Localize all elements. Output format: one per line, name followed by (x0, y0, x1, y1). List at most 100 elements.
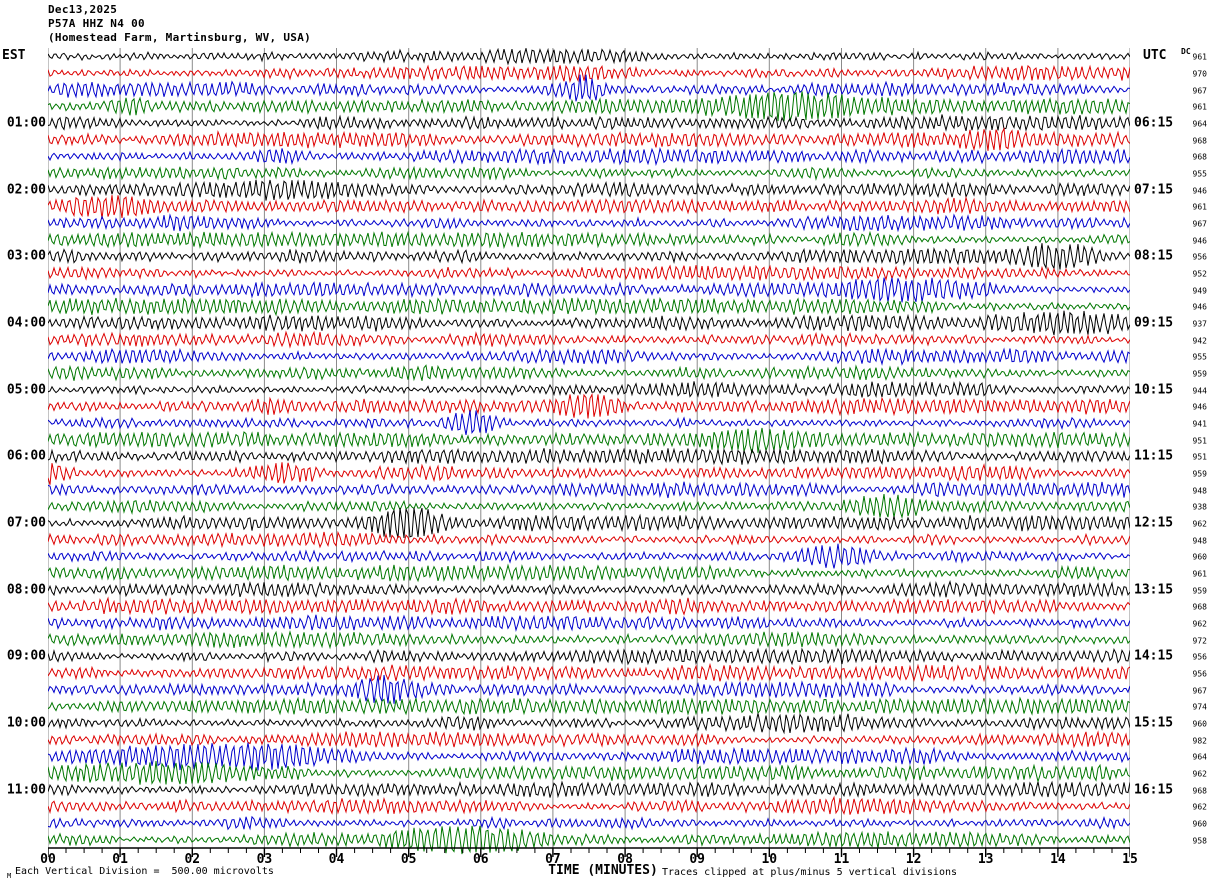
dc-offset-value: 970 (1192, 69, 1207, 79)
est-time-label: 05:00 (6, 382, 46, 398)
dc-offset-value: 962 (1192, 619, 1207, 629)
dc-offset-value: 959 (1192, 369, 1207, 379)
x-axis-tick-label: 11 (833, 852, 850, 867)
utc-time-label: 14:15 (1134, 648, 1174, 664)
seismic-trace-row-34 (48, 596, 1130, 616)
dc-offset-value: 959 (1192, 586, 1207, 596)
x-axis-tick-label: 12 (905, 852, 922, 867)
seismic-trace-row-18 (48, 330, 1130, 349)
x-axis-tick-label: 15 (1122, 852, 1138, 867)
dc-offset-value: 961 (1192, 102, 1207, 112)
dc-offset-value: 938 (1192, 502, 1207, 512)
x-axis-title: TIME (MINUTES) (548, 863, 658, 878)
seismic-trace-row-5 (48, 114, 1130, 132)
x-axis-tick-label: 09 (689, 852, 706, 867)
seismic-trace-row-16 (48, 296, 1130, 317)
est-time-label: 07:00 (6, 515, 46, 531)
x-axis-tick-label: 08 (617, 852, 633, 867)
seismic-trace-row-12 (48, 230, 1130, 250)
seismic-trace-row-47 (48, 815, 1130, 831)
x-axis-tick-label: 14 (1050, 852, 1066, 867)
seismic-trace-row-3 (48, 74, 1130, 102)
seismic-trace-row-6 (48, 126, 1130, 152)
seismic-trace-row-27 (48, 481, 1130, 499)
x-axis-tick-label: 00 (40, 852, 56, 867)
seismic-trace-row-36 (48, 630, 1130, 650)
dc-offset-value: 972 (1192, 636, 1207, 646)
seismic-trace-row-45 (48, 780, 1130, 799)
est-axis-header: EST (2, 48, 26, 63)
x-axis-tick-label: 03 (256, 852, 273, 867)
dc-offset-value: 951 (1192, 452, 1207, 462)
utc-time-label: 15:15 (1134, 715, 1174, 731)
est-time-label: 08:00 (6, 582, 46, 598)
x-axis-tick-label: 01 (112, 852, 128, 867)
utc-time-label: 11:15 (1134, 448, 1174, 464)
dc-offset-value: 982 (1192, 736, 1207, 746)
utc-time-label: 12:15 (1134, 515, 1174, 531)
dc-offset-value: 967 (1192, 686, 1207, 696)
dc-offset-value: 937 (1192, 319, 1207, 329)
plot-title-date: Dec13,2025 (48, 3, 118, 16)
seismic-trace-row-48 (48, 825, 1130, 855)
dc-offset-value: 961 (1192, 569, 1207, 579)
seismic-trace-row-21 (48, 380, 1130, 399)
scale-note: Each Vertical Division = 500.00 microvol… (15, 866, 274, 877)
dc-offset-value: 961 (1192, 52, 1207, 62)
seismic-trace-row-46 (48, 795, 1130, 816)
x-axis-tick-label: 10 (761, 852, 778, 867)
dc-offset-value: 956 (1192, 669, 1207, 679)
x-axis-tick-label: 13 (977, 852, 994, 867)
utc-time-label: 13:15 (1134, 582, 1174, 598)
seismic-trace-row-38 (48, 662, 1130, 683)
seismic-trace-row-44 (48, 761, 1130, 785)
seismic-trace-row-1 (48, 48, 1130, 66)
dc-offset-value: 968 (1192, 152, 1207, 162)
seismic-trace-row-24 (48, 427, 1130, 454)
dc-offset-value: 956 (1192, 652, 1207, 662)
seismic-trace-row-4 (48, 91, 1130, 122)
seismic-trace-row-40 (48, 696, 1130, 716)
seismic-trace-row-43 (48, 742, 1130, 771)
seismic-trace-row-2 (48, 64, 1130, 84)
plot-title-location: (Homestead Farm, Martinsburg, WV, USA) (48, 31, 312, 44)
seismic-trace-row-7 (48, 147, 1130, 167)
dc-offset-value: 968 (1192, 786, 1207, 796)
dc-offset-value: 959 (1192, 469, 1207, 479)
seismic-trace-row-14 (48, 264, 1130, 282)
seismic-trace-row-41 (48, 713, 1130, 735)
seismogram-plot (48, 48, 1130, 857)
utc-axis-header: UTC (1143, 48, 1167, 63)
corner-mark: M (7, 872, 12, 880)
seismic-trace-row-26 (48, 462, 1130, 485)
x-axis-tick-label: 05 (400, 852, 417, 867)
dc-offset-value: 942 (1192, 336, 1207, 346)
est-time-label: 04:00 (6, 315, 46, 331)
dc-offset-value: 948 (1192, 486, 1207, 496)
dc-offset-value: 946 (1192, 302, 1207, 312)
dc-offset-value: 960 (1192, 552, 1207, 562)
x-axis-tick-label: 07 (545, 852, 561, 867)
est-time-label: 02:00 (6, 182, 46, 198)
seismic-trace-row-31 (48, 543, 1130, 569)
dc-offset-value: 960 (1192, 719, 1207, 729)
seismic-trace-row-10 (48, 195, 1130, 219)
dc-offset-value: 946 (1192, 402, 1207, 412)
seismic-trace-row-17 (48, 310, 1130, 336)
dc-offset-value: 941 (1192, 419, 1207, 429)
utc-time-label: 16:15 (1134, 782, 1174, 798)
dc-offset-value: 968 (1192, 602, 1207, 612)
dc-offset-value: 955 (1192, 352, 1207, 362)
seismic-trace-row-8 (48, 165, 1130, 181)
est-time-label: 10:00 (6, 715, 46, 731)
dc-offset-value: 961 (1192, 202, 1207, 212)
seismic-trace-row-30 (48, 530, 1130, 549)
seismic-trace-row-39 (48, 674, 1130, 704)
est-time-label: 11:00 (6, 782, 46, 798)
est-time-label: 09:00 (6, 648, 46, 664)
utc-time-label: 08:15 (1134, 248, 1174, 264)
x-axis-tick-label: 06 (472, 852, 489, 867)
utc-time-label: 09:15 (1134, 315, 1174, 331)
seismic-trace-row-33 (48, 580, 1130, 598)
